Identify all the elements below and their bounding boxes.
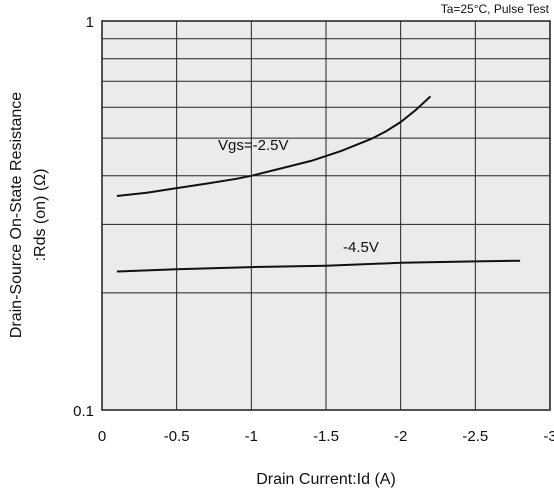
x-tick-labels: 0 -0.5 -1 -1.5 -2 -2.5 -3 (98, 428, 554, 445)
x-tick-label-6: -3 (543, 428, 554, 445)
x-axis-title: Drain Current:Id (A) (256, 471, 396, 488)
x-tick-label-1: -0.5 (164, 428, 190, 445)
series-line-0 (116, 95, 432, 197)
x-tick-label-2: -1 (245, 428, 258, 445)
x-tick-label-5: -2.5 (462, 428, 488, 445)
series-label-vgs-2-5: Vgs=-2.5V (218, 137, 288, 154)
y-axis-title-line2: :Rds (on) (Ω) (32, 169, 49, 262)
series-line-1 (116, 259, 521, 273)
y-tick-label-1: 1 (86, 14, 94, 31)
y-tick-labels: 0.11 (73, 14, 94, 420)
x-tick-label-3: -1.5 (313, 428, 339, 445)
series-label-vgs-4-5: -4.5V (343, 239, 379, 256)
x-tick-label-4: -2 (394, 428, 407, 445)
y-axis-title-line1: Drain-Source On-State Resistance (8, 92, 25, 338)
series-layer (116, 95, 521, 273)
vertical-gridlines (101, 21, 551, 410)
y-tick-label-0: 0.1 (73, 403, 94, 420)
condition-annotation: Ta=25°C, Pulse Test (441, 2, 550, 16)
x-tick-label-0: 0 (98, 428, 106, 445)
horizontal-gridlines (102, 20, 550, 411)
